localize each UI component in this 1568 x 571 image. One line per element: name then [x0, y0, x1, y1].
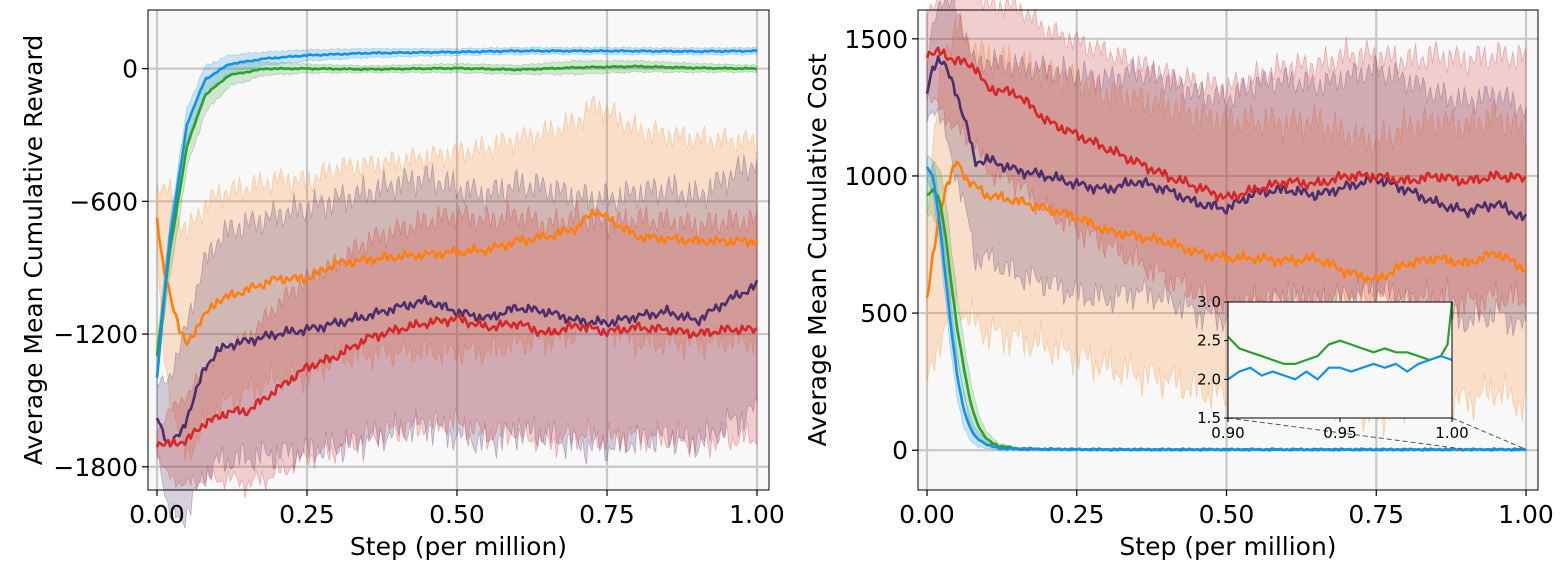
- series-line-orange: [155, 208, 759, 347]
- reward-x-axis-label: Step (per million): [350, 532, 567, 561]
- x-tick-label: 0.75: [579, 500, 635, 529]
- series-line-red: [925, 46, 1527, 203]
- cost-inset-zoom: 0.90 0.95 1.00 1.5 2.0 2.5 3.0: [1197, 293, 1527, 450]
- inset-plot-area: [1228, 302, 1452, 418]
- inset-x-tick-label: 1.00: [1435, 424, 1468, 442]
- inset-y-tick-label: 3.0: [1197, 293, 1221, 311]
- reward-x-ticks: 0.00 0.25 0.50 0.75 1.00: [129, 490, 785, 529]
- reward-axes-frame: [147, 9, 770, 491]
- series-line-green: [155, 64, 758, 356]
- y-tick-label: −1800: [53, 453, 138, 482]
- series-line-purple: [925, 55, 1528, 222]
- cost-axes-frame: [917, 9, 1539, 491]
- y-tick-label: 1500: [844, 25, 908, 54]
- series-line-blue: [925, 166, 1527, 452]
- y-tick-label: 0: [892, 436, 908, 465]
- y-tick-label: −600: [69, 187, 138, 216]
- cost-y-ticks: 0 500 1000 1500: [844, 25, 918, 465]
- series-line-red: [155, 313, 758, 448]
- x-tick-label: 1.00: [1498, 500, 1554, 529]
- inset-connector-line: [1451, 417, 1527, 450]
- cost-y-axis-label: Average Mean Cumulative Cost: [803, 53, 832, 446]
- y-tick-label: 1000: [844, 162, 908, 191]
- inset-y-tick-label: 2.5: [1197, 332, 1221, 350]
- confidence-band-red: [926, 0, 1527, 321]
- x-tick-label: 0.25: [1049, 500, 1105, 529]
- x-tick-label: 0.25: [279, 500, 335, 529]
- x-tick-label: 1.00: [729, 500, 785, 529]
- y-tick-label: 0: [122, 55, 138, 84]
- reward-y-axis-label: Average Mean Cumulative Reward: [19, 35, 48, 465]
- inset-y-tick-label: 2.0: [1197, 370, 1221, 388]
- inset-x-tick-label: 0.95: [1323, 424, 1356, 442]
- series-line-blue: [155, 48, 758, 378]
- x-tick-label: 0.50: [429, 500, 485, 529]
- y-tick-label: 500: [860, 299, 908, 328]
- confidence-band-purple: [156, 154, 758, 529]
- inset-y-tick-label: 1.5: [1197, 409, 1221, 427]
- x-tick-label: 0.00: [129, 500, 185, 529]
- cost-lines: [925, 46, 1528, 452]
- confidence-band-green: [156, 59, 758, 370]
- reward-chart: 0.00 0.25 0.50 0.75 1.00 0 −600 −1200 −1800 Ste…: [19, 9, 785, 561]
- x-tick-label: 0.75: [1348, 500, 1404, 529]
- x-tick-label: 0.00: [899, 500, 955, 529]
- confidence-band-red: [156, 200, 758, 499]
- confidence-band-purple: [926, 0, 1527, 337]
- inset-connector-line: [1227, 417, 1467, 450]
- inset-x-tick-label: 0.90: [1211, 424, 1244, 442]
- y-tick-label: −1200: [53, 320, 138, 349]
- inset-line-blue: [1227, 354, 1453, 381]
- cost-chart: 0.00 0.25 0.50 0.75 1.00 0 500 1000 1500 Step (…: [803, 0, 1554, 561]
- cost-x-ticks: 0.00 0.25 0.50 0.75 1.00: [899, 490, 1554, 529]
- inset-line-green: [1227, 301, 1454, 365]
- series-line-orange: [925, 160, 1528, 298]
- reward-lines: [155, 48, 759, 448]
- reward-bands: [156, 46, 758, 529]
- cost-x-axis-label: Step (per million): [1119, 532, 1336, 561]
- confidence-band-blue: [156, 46, 758, 387]
- x-tick-label: 0.50: [1199, 500, 1255, 529]
- reward-y-ticks: 0 −600 −1200 −1800: [53, 55, 148, 482]
